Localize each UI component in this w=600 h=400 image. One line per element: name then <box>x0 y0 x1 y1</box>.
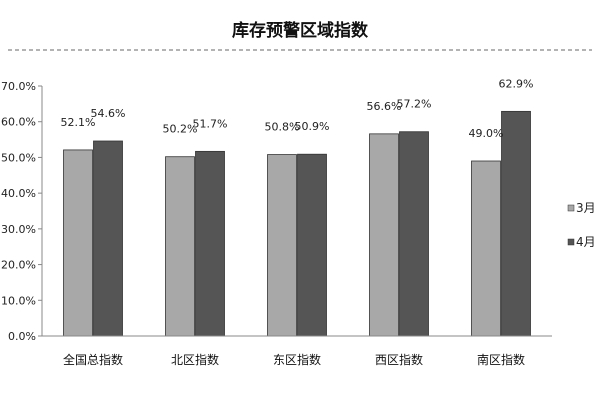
data-label: 49.0% <box>469 127 504 140</box>
data-label: 54.6% <box>91 107 126 120</box>
chart-title: 库存预警区域指数 <box>232 20 369 41</box>
bar-april <box>93 140 123 337</box>
data-label: 62.9% <box>499 77 534 90</box>
bar-march <box>63 149 93 337</box>
y-tick-label: 0.0% <box>8 330 36 343</box>
bar-march <box>267 154 297 337</box>
data-label: 52.1% <box>61 116 96 129</box>
y-tick-label: 50.0% <box>1 151 36 164</box>
data-label: 50.8% <box>265 121 300 134</box>
x-tick-label: 全国总指数 <box>63 352 123 367</box>
data-labels: 52.1%54.6% 50.2%51.7% 50.8%50.9% 56.6%57.2%… <box>61 77 534 140</box>
legend: 3月 4月 <box>567 201 596 249</box>
y-tick-label: 70.0% <box>1 80 36 93</box>
legend-label: 3月 <box>576 201 596 215</box>
plot-area <box>63 110 531 337</box>
legend-swatch <box>567 204 575 212</box>
x-tick-label: 南区指数 <box>477 352 525 367</box>
y-axis: 0.0% 10.0% 20.0% 30.0% 40.0% 50.0% 60.0% 70.0% <box>1 80 43 343</box>
x-axis: 全国总指数 北区指数 东区指数 西区指数 南区指数 <box>42 335 552 367</box>
legend-swatch <box>567 238 575 246</box>
y-tick-label: 40.0% <box>1 187 36 200</box>
x-tick-label: 西区指数 <box>375 352 423 367</box>
y-tick-label: 60.0% <box>1 116 36 129</box>
bar-april <box>195 150 225 337</box>
data-label: 51.7% <box>193 117 228 130</box>
bar-april <box>501 110 531 337</box>
bar-april <box>297 153 327 337</box>
data-label: 57.2% <box>397 98 432 111</box>
data-label: 50.2% <box>163 123 198 136</box>
bar-march <box>369 133 399 337</box>
legend-label: 4月 <box>576 235 596 249</box>
data-label: 56.6% <box>367 100 402 113</box>
x-tick-label: 东区指数 <box>273 352 321 367</box>
y-tick-label: 10.0% <box>1 294 36 307</box>
bar-april <box>399 131 429 337</box>
bar-march <box>471 160 501 337</box>
x-tick-label: 北区指数 <box>171 352 219 367</box>
data-label: 50.9% <box>295 120 330 133</box>
y-tick-label: 30.0% <box>1 223 36 236</box>
y-tick-label: 20.0% <box>1 259 36 272</box>
bar-march <box>165 156 195 337</box>
